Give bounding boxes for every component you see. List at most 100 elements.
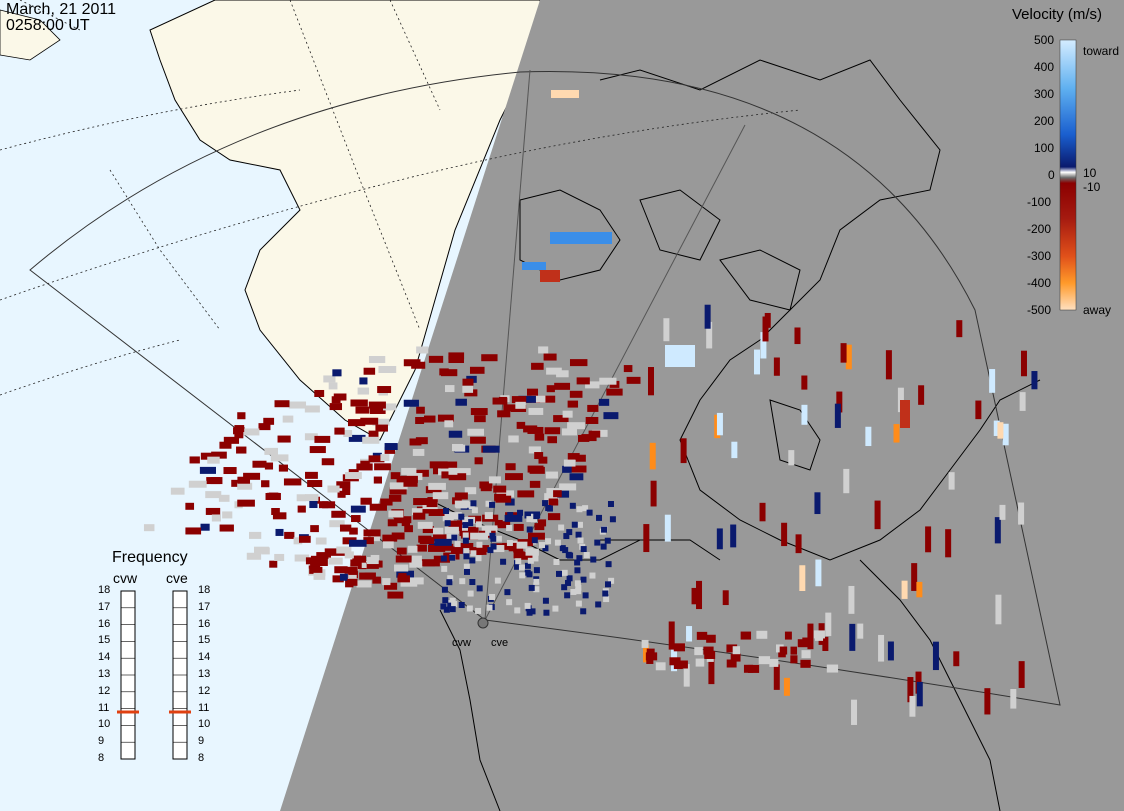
echo-cell — [368, 455, 385, 463]
echo-cell — [451, 534, 458, 541]
echo-cell — [893, 424, 900, 443]
echo-cell — [189, 456, 200, 464]
echo-cell — [294, 554, 310, 562]
echo-cell — [329, 520, 345, 528]
echo-cell — [378, 366, 397, 374]
echo-cell — [348, 571, 358, 579]
echo-cell — [321, 458, 335, 466]
frequency-tick: 17 — [98, 600, 111, 613]
echo-cell — [377, 386, 392, 394]
echo-cell — [474, 415, 486, 423]
echo-cell — [357, 387, 370, 395]
frequency-tick: 11 — [98, 701, 110, 714]
colorbar-away-label: away — [1083, 303, 1112, 317]
echo-cell — [305, 471, 318, 479]
frequency-tick: 14 — [198, 651, 211, 664]
echo-cell — [574, 567, 581, 574]
echo-cell — [331, 396, 341, 404]
echo-cell — [514, 563, 521, 570]
echo-cell — [394, 564, 409, 572]
echo-cell — [416, 406, 425, 414]
colorbar-tick: -100 — [1027, 195, 1052, 209]
echo-cell — [609, 516, 616, 523]
echo-cell — [524, 569, 531, 576]
echo-cell — [602, 590, 609, 597]
echo-cell — [668, 621, 675, 650]
echo-cell — [788, 450, 795, 466]
echo-cell — [567, 552, 574, 559]
colorbar-tick: 200 — [1034, 114, 1055, 128]
echo-cell — [384, 443, 398, 451]
echo-cell — [989, 369, 996, 393]
echo-cell — [885, 350, 892, 380]
echo-cell — [932, 641, 939, 671]
echo-cell — [275, 528, 284, 536]
echo-cell — [359, 377, 368, 385]
echo-cell — [1019, 392, 1026, 411]
echo-cell — [575, 584, 582, 591]
echo-cell — [331, 510, 346, 518]
echo-cell — [834, 403, 841, 428]
echo-cell — [680, 438, 687, 464]
echo-cell — [543, 353, 557, 361]
echo-cell — [272, 512, 287, 520]
echo-cell — [984, 688, 991, 715]
echo-cell — [446, 579, 453, 586]
echo-cell — [200, 452, 218, 460]
frequency-tick: 13 — [98, 668, 111, 680]
echo-cell — [800, 659, 811, 668]
echo-cell — [580, 576, 587, 583]
echo-cell — [975, 400, 982, 420]
echo-cell — [328, 382, 338, 390]
echo-cell — [607, 501, 614, 508]
echo-cell — [580, 546, 587, 553]
echo-cell — [569, 359, 588, 367]
echo-cell — [356, 463, 373, 471]
echo-cell — [394, 516, 412, 524]
echo-cell — [925, 526, 932, 553]
echo-cell — [401, 467, 417, 475]
echo-cell — [382, 541, 394, 549]
echo-cell — [497, 521, 511, 529]
echo-cell — [454, 444, 466, 452]
echo-cell — [397, 575, 410, 583]
echo-cell — [595, 601, 602, 608]
echo-cell — [769, 658, 779, 667]
echo-cell — [372, 418, 390, 426]
echo-cell — [332, 575, 344, 583]
echo-cell — [514, 607, 521, 614]
echo-cell — [428, 544, 446, 552]
echo-cell — [907, 677, 914, 703]
echo-cell — [585, 381, 600, 389]
echo-cell — [561, 584, 568, 591]
echo-cell — [576, 506, 583, 513]
echo-cell — [562, 465, 572, 473]
echo-cell — [531, 395, 546, 403]
echo-cell — [449, 554, 456, 561]
echo-cell — [264, 447, 278, 455]
echo-cell — [649, 442, 656, 470]
echo-cell — [462, 385, 474, 393]
echo-cell — [506, 540, 513, 547]
echo-cell — [323, 375, 336, 383]
echo-cell — [582, 592, 589, 599]
date-label: March, 21 2011 — [6, 1, 116, 18]
echo-cell — [462, 532, 469, 539]
echo-cell — [344, 566, 358, 574]
echo-cell — [730, 524, 737, 548]
echo-cell — [403, 359, 421, 367]
echo-cell — [569, 465, 587, 473]
echo-cell — [551, 90, 579, 98]
echo-cell — [447, 513, 454, 520]
frequency-tick: 18 — [98, 584, 111, 596]
echo-cell — [454, 468, 471, 476]
echo-cell — [994, 517, 1001, 544]
echo-cell — [444, 520, 451, 527]
echo-cell — [516, 421, 526, 429]
echo-cell — [797, 639, 809, 648]
echo-cell — [426, 500, 438, 508]
echo-cell — [529, 480, 541, 488]
echo-cell — [533, 513, 540, 520]
echo-cell — [911, 563, 918, 591]
echo-cell — [454, 541, 461, 548]
